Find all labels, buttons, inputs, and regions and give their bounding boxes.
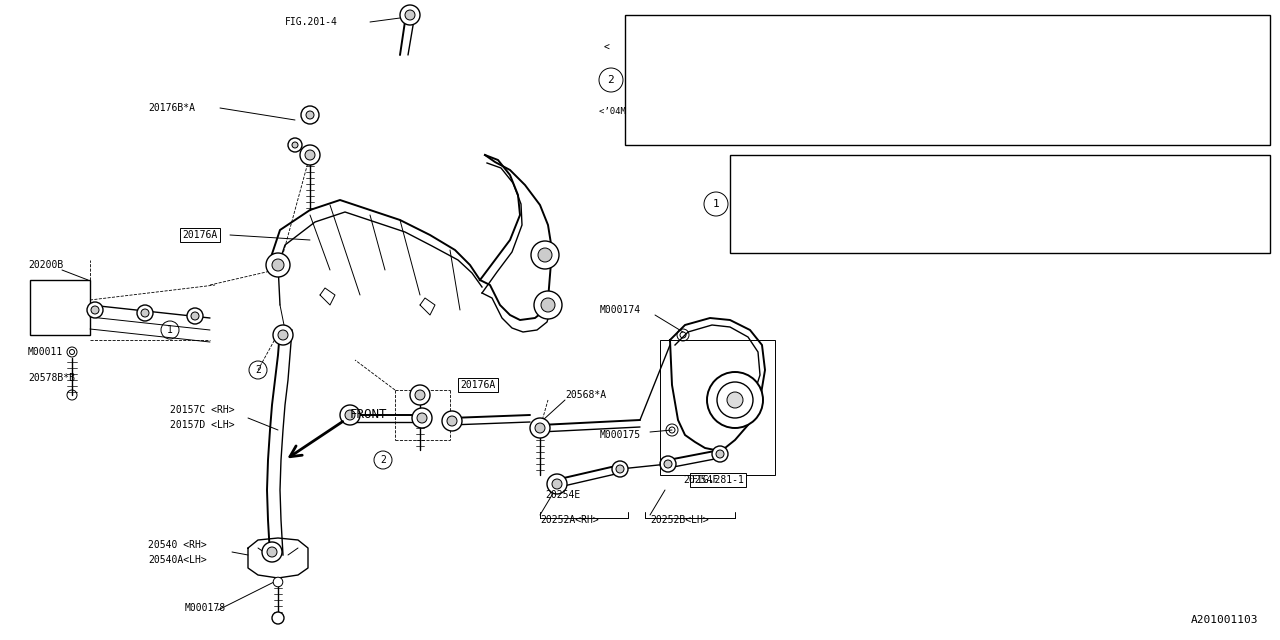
Text: (’03MY0201-         ): (’03MY0201- ) — [982, 230, 1106, 240]
Circle shape — [612, 461, 628, 477]
Circle shape — [535, 423, 545, 433]
Text: FOR (□BK#+SUS#): FOR (□BK#+SUS#) — [1052, 91, 1140, 101]
Circle shape — [616, 465, 625, 473]
Circle shape — [410, 385, 430, 405]
Text: 1: 1 — [168, 325, 173, 335]
Text: EXC.(□BK#+SUS#): EXC.(□BK#+SUS#) — [1052, 123, 1140, 133]
Text: 20252A<RH>: 20252A<RH> — [540, 515, 599, 525]
Text: 2: 2 — [608, 75, 614, 85]
Circle shape — [305, 155, 315, 164]
Text: <’04MY0301-   >: <’04MY0301- > — [599, 108, 680, 116]
Text: 2: 2 — [255, 365, 261, 375]
Text: 20254E: 20254E — [545, 490, 580, 500]
Text: 20540 <RH>: 20540 <RH> — [148, 540, 207, 550]
Circle shape — [541, 298, 556, 312]
Text: 1: 1 — [713, 199, 719, 209]
Text: M000175: M000175 — [600, 430, 641, 440]
Circle shape — [535, 423, 545, 433]
Text: 20176A: 20176A — [182, 230, 218, 240]
Circle shape — [191, 312, 198, 320]
Circle shape — [442, 411, 462, 431]
Circle shape — [273, 259, 284, 271]
Circle shape — [137, 305, 154, 321]
Text: M000179: M000179 — [859, 58, 900, 68]
Circle shape — [278, 330, 288, 340]
Text: <    -’03MY>: < -’03MY> — [709, 42, 780, 52]
Circle shape — [305, 150, 315, 160]
Circle shape — [268, 547, 276, 557]
Circle shape — [273, 325, 293, 345]
Circle shape — [707, 372, 763, 428]
Circle shape — [141, 309, 148, 317]
Text: A201001103: A201001103 — [1190, 615, 1258, 625]
Circle shape — [404, 10, 415, 20]
Text: 20176A: 20176A — [461, 380, 495, 390]
Circle shape — [292, 142, 298, 148]
Text: M000254: M000254 — [859, 91, 900, 101]
Circle shape — [412, 408, 433, 428]
Text: M000174: M000174 — [600, 305, 641, 315]
Circle shape — [534, 291, 562, 319]
Text: 20254F: 20254F — [684, 475, 718, 485]
Text: <’04MY0301-    >: <’04MY0301- > — [701, 108, 787, 116]
Text: N350006: N350006 — [754, 230, 795, 240]
Text: FOR (□BK#+SUS#): FOR (□BK#+SUS#) — [1052, 26, 1140, 36]
Circle shape — [660, 456, 676, 472]
Text: M000176: M000176 — [859, 26, 900, 36]
Text: 20568*A: 20568*A — [564, 390, 607, 400]
Bar — [625, 15, 1270, 145]
Circle shape — [266, 253, 291, 277]
Circle shape — [531, 241, 559, 269]
Text: M000178: M000178 — [186, 603, 227, 613]
Text: 20176B*A: 20176B*A — [148, 103, 195, 113]
Circle shape — [547, 474, 567, 494]
Circle shape — [87, 302, 102, 318]
Circle shape — [300, 145, 320, 165]
Text: 20578B*B: 20578B*B — [28, 373, 76, 383]
Circle shape — [306, 111, 314, 119]
Circle shape — [346, 410, 355, 420]
Text: M000253: M000253 — [859, 123, 900, 133]
Circle shape — [415, 390, 425, 400]
Bar — [730, 155, 1270, 253]
Circle shape — [273, 612, 284, 624]
Text: 20252B<LH>: 20252B<LH> — [650, 515, 709, 525]
Circle shape — [415, 393, 425, 403]
Circle shape — [187, 308, 204, 324]
Bar — [660, 340, 774, 475]
Circle shape — [552, 479, 562, 489]
Text: FIG.281-1: FIG.281-1 — [691, 475, 745, 485]
Circle shape — [399, 5, 420, 25]
Text: 20200B: 20200B — [28, 260, 63, 270]
Circle shape — [301, 106, 319, 124]
Circle shape — [262, 542, 282, 562]
Circle shape — [447, 416, 457, 426]
Circle shape — [288, 138, 302, 152]
Text: FRONT: FRONT — [349, 408, 388, 422]
Circle shape — [530, 418, 550, 438]
Text: M00011: M00011 — [28, 347, 63, 357]
Circle shape — [712, 446, 728, 462]
Circle shape — [717, 382, 753, 418]
Text: N350006: N350006 — [754, 166, 795, 176]
Circle shape — [538, 248, 552, 262]
Circle shape — [664, 460, 672, 468]
Circle shape — [716, 450, 724, 458]
Circle shape — [727, 392, 742, 408]
Circle shape — [91, 306, 99, 314]
Circle shape — [340, 405, 360, 425]
Bar — [29, 280, 90, 335]
Circle shape — [273, 577, 283, 587]
Text: 20157D <LH>: 20157D <LH> — [170, 420, 234, 430]
Text: <    -’03MY>: < -’03MY> — [604, 42, 675, 52]
Circle shape — [417, 413, 428, 423]
Text: FIG.201-4: FIG.201-4 — [285, 17, 338, 27]
Text: 20157C <RH>: 20157C <RH> — [170, 405, 234, 415]
Text: (’00MY9912-’02MY0205): (’00MY9912-’02MY0205) — [982, 198, 1106, 208]
Text: 20540A<LH>: 20540A<LH> — [148, 555, 207, 565]
Text: EXC.(□BK#+SUS#): EXC.(□BK#+SUS#) — [1052, 58, 1140, 68]
Text: N35002: N35002 — [756, 198, 791, 208]
Text: (’00MY9902-’00MY9911): (’00MY9902-’00MY9911) — [982, 166, 1106, 176]
Text: 2: 2 — [380, 455, 387, 465]
